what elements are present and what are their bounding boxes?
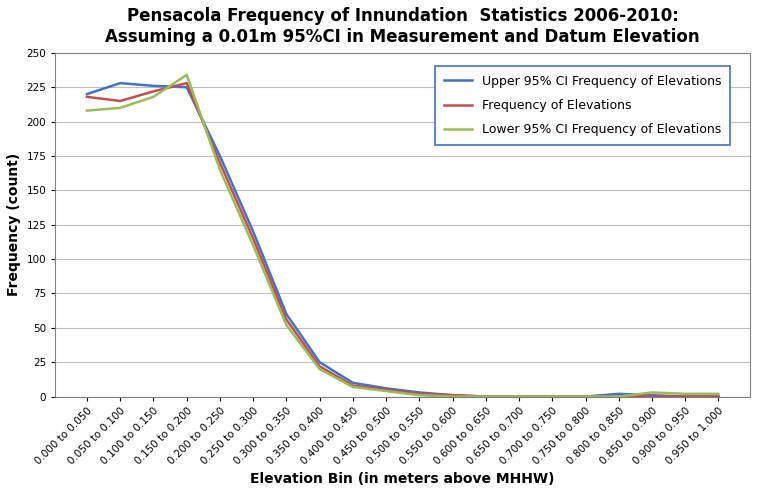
Upper 95% CI Frequency of Elevations	[448, 392, 457, 398]
Lower 95% CI Frequency of Elevations	[182, 72, 192, 78]
Lower 95% CI Frequency of Elevations	[149, 94, 158, 100]
Frequency of Elevations	[714, 393, 723, 399]
Frequency of Elevations	[149, 88, 158, 94]
Frequency of Elevations	[348, 383, 357, 388]
Lower 95% CI Frequency of Elevations	[448, 393, 457, 399]
Frequency of Elevations	[515, 393, 524, 399]
Lower 95% CI Frequency of Elevations	[515, 393, 524, 399]
Frequency of Elevations	[647, 393, 656, 399]
Y-axis label: Frequency (count): Frequency (count)	[7, 153, 21, 296]
Upper 95% CI Frequency of Elevations	[481, 393, 491, 399]
Upper 95% CI Frequency of Elevations	[348, 380, 357, 386]
Frequency of Elevations	[248, 236, 257, 242]
Line: Frequency of Elevations: Frequency of Elevations	[87, 83, 718, 396]
Upper 95% CI Frequency of Elevations	[515, 393, 524, 399]
Upper 95% CI Frequency of Elevations	[182, 84, 192, 90]
Title: Pensacola Frequency of Innundation  Statistics 2006-2010:
Assuming a 0.01m 95%CI: Pensacola Frequency of Innundation Stati…	[105, 7, 700, 46]
Upper 95% CI Frequency of Elevations	[216, 153, 225, 159]
Legend: Upper 95% CI Frequency of Elevations, Frequency of Elevations, Lower 95% CI Freq: Upper 95% CI Frequency of Elevations, Fr…	[435, 66, 730, 145]
Upper 95% CI Frequency of Elevations	[548, 393, 557, 399]
Upper 95% CI Frequency of Elevations	[614, 391, 623, 397]
Lower 95% CI Frequency of Elevations	[548, 393, 557, 399]
Frequency of Elevations	[581, 393, 590, 399]
Lower 95% CI Frequency of Elevations	[382, 388, 391, 394]
Lower 95% CI Frequency of Elevations	[282, 322, 291, 328]
Frequency of Elevations	[216, 160, 225, 166]
X-axis label: Elevation Bin (in meters above MHHW): Elevation Bin (in meters above MHHW)	[251, 472, 555, 486]
Frequency of Elevations	[614, 393, 623, 399]
Lower 95% CI Frequency of Elevations	[248, 243, 257, 248]
Frequency of Elevations	[681, 393, 690, 399]
Upper 95% CI Frequency of Elevations	[415, 389, 424, 395]
Upper 95% CI Frequency of Elevations	[714, 393, 723, 399]
Lower 95% CI Frequency of Elevations	[581, 393, 590, 399]
Lower 95% CI Frequency of Elevations	[116, 105, 125, 111]
Lower 95% CI Frequency of Elevations	[216, 167, 225, 173]
Frequency of Elevations	[481, 393, 491, 399]
Lower 95% CI Frequency of Elevations	[83, 107, 92, 113]
Upper 95% CI Frequency of Elevations	[581, 393, 590, 399]
Lower 95% CI Frequency of Elevations	[481, 393, 491, 399]
Frequency of Elevations	[83, 94, 92, 100]
Lower 95% CI Frequency of Elevations	[614, 393, 623, 399]
Upper 95% CI Frequency of Elevations	[248, 229, 257, 235]
Upper 95% CI Frequency of Elevations	[83, 91, 92, 97]
Frequency of Elevations	[315, 363, 324, 369]
Upper 95% CI Frequency of Elevations	[681, 393, 690, 399]
Lower 95% CI Frequency of Elevations	[714, 391, 723, 397]
Upper 95% CI Frequency of Elevations	[315, 359, 324, 365]
Frequency of Elevations	[382, 387, 391, 392]
Lower 95% CI Frequency of Elevations	[647, 389, 656, 395]
Frequency of Elevations	[182, 80, 192, 86]
Lower 95% CI Frequency of Elevations	[415, 392, 424, 398]
Lower 95% CI Frequency of Elevations	[681, 391, 690, 397]
Upper 95% CI Frequency of Elevations	[647, 392, 656, 398]
Line: Lower 95% CI Frequency of Elevations: Lower 95% CI Frequency of Elevations	[87, 75, 718, 396]
Lower 95% CI Frequency of Elevations	[315, 366, 324, 372]
Frequency of Elevations	[282, 317, 291, 322]
Line: Upper 95% CI Frequency of Elevations: Upper 95% CI Frequency of Elevations	[87, 83, 718, 396]
Upper 95% CI Frequency of Elevations	[282, 311, 291, 317]
Upper 95% CI Frequency of Elevations	[116, 80, 125, 86]
Frequency of Elevations	[448, 392, 457, 398]
Upper 95% CI Frequency of Elevations	[149, 83, 158, 89]
Frequency of Elevations	[116, 98, 125, 104]
Lower 95% CI Frequency of Elevations	[348, 384, 357, 390]
Frequency of Elevations	[548, 393, 557, 399]
Upper 95% CI Frequency of Elevations	[382, 386, 391, 391]
Frequency of Elevations	[415, 391, 424, 397]
